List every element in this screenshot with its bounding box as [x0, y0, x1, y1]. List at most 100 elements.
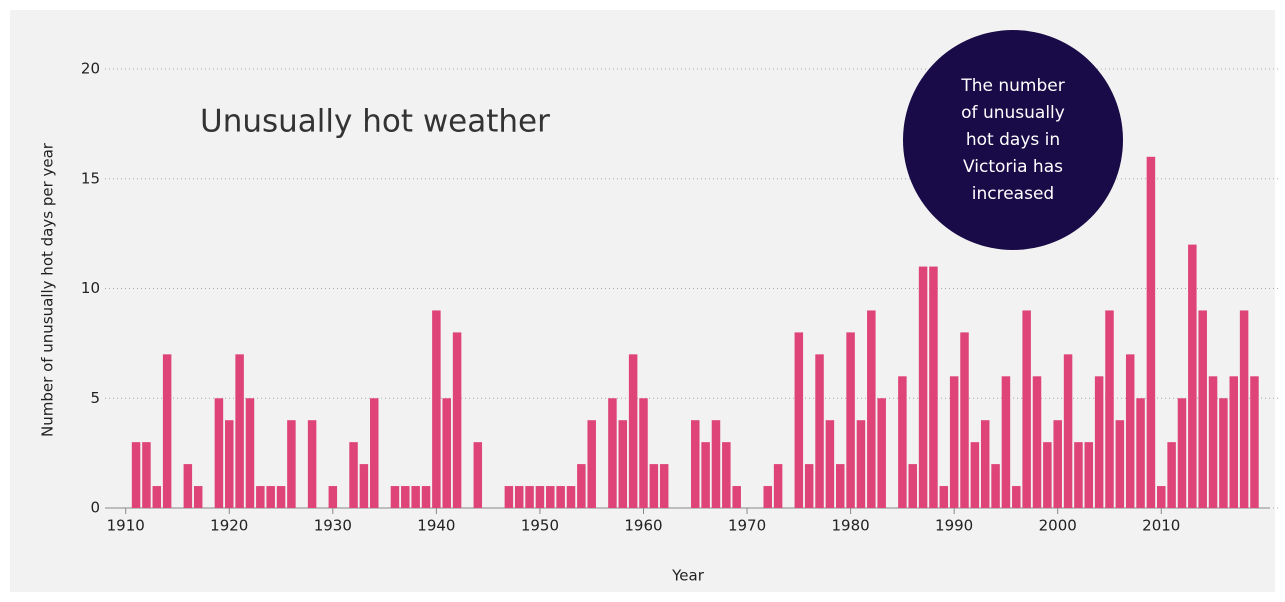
bar — [546, 486, 555, 508]
y-tick-label: 15 — [81, 169, 100, 187]
bar — [877, 398, 886, 508]
bar — [131, 442, 141, 508]
x-tick-label: 1980 — [832, 517, 870, 535]
bar — [1105, 310, 1114, 508]
x-tick-label: 1940 — [417, 517, 455, 535]
bar — [1188, 244, 1197, 508]
annotation-text: increased — [972, 184, 1054, 204]
bar — [1219, 398, 1228, 508]
bar — [1074, 442, 1083, 508]
bar — [898, 376, 907, 508]
bar — [711, 420, 721, 508]
bar — [193, 486, 203, 508]
bar — [328, 486, 338, 508]
y-tick-label: 20 — [81, 60, 100, 78]
bar — [421, 486, 431, 508]
bar — [628, 354, 638, 508]
bar — [556, 486, 565, 508]
bar — [1177, 398, 1187, 508]
x-tick-label: 1950 — [521, 517, 559, 535]
bar — [825, 420, 835, 508]
chart-title: Unusually hot weather — [200, 104, 550, 140]
x-tick-label: 1990 — [935, 517, 973, 535]
x-tick-label: 1960 — [624, 517, 662, 535]
bar — [991, 464, 1000, 508]
bar — [639, 398, 648, 508]
bar — [142, 442, 151, 508]
bar — [442, 398, 451, 508]
bar — [256, 486, 265, 508]
bar — [1063, 354, 1073, 508]
bar — [835, 464, 845, 508]
bar — [649, 464, 659, 508]
bar — [162, 354, 172, 508]
bar — [1012, 486, 1021, 508]
bar — [722, 442, 731, 508]
bar — [235, 354, 244, 508]
bar — [432, 310, 441, 508]
bar — [763, 486, 773, 508]
bar — [960, 332, 969, 508]
bar — [1229, 376, 1239, 508]
bar — [1022, 310, 1031, 508]
bar — [846, 332, 855, 508]
bar — [183, 464, 193, 508]
bar — [359, 464, 369, 508]
bar — [1032, 376, 1042, 508]
bar — [659, 464, 669, 508]
bar — [1043, 442, 1052, 508]
bar — [452, 332, 462, 508]
bar — [1001, 376, 1011, 508]
bar — [1167, 442, 1176, 508]
annotation-text: of unusually — [961, 103, 1065, 123]
bar — [525, 486, 534, 508]
x-axis-label: Year — [671, 567, 705, 585]
bar — [1239, 310, 1249, 508]
bar — [535, 486, 545, 508]
bar — [1157, 486, 1166, 508]
bar — [276, 486, 286, 508]
y-tick-label: 0 — [90, 499, 100, 517]
bar — [307, 420, 317, 508]
bar — [566, 486, 576, 508]
bar — [1198, 310, 1207, 508]
y-tick-label: 5 — [90, 389, 100, 407]
bar — [1146, 156, 1156, 509]
bar — [587, 420, 596, 508]
bar — [815, 354, 824, 508]
bar — [152, 486, 162, 508]
x-tick-label: 2000 — [1039, 517, 1077, 535]
x-tick-label: 1970 — [728, 517, 766, 535]
bar — [473, 442, 483, 508]
bar — [970, 442, 980, 508]
bar — [939, 486, 949, 508]
x-tick-label: 1920 — [210, 517, 248, 535]
bar — [504, 486, 514, 508]
bar — [794, 332, 804, 508]
bar — [732, 486, 741, 508]
bar — [225, 420, 234, 508]
bar — [577, 464, 586, 508]
annotation-text: The number — [960, 76, 1064, 96]
annotation-text: Victoria has — [963, 157, 1063, 177]
bar — [390, 486, 400, 508]
bar — [1208, 376, 1218, 508]
x-tick-label: 1930 — [314, 517, 352, 535]
bar — [1125, 354, 1135, 508]
bar — [804, 464, 814, 508]
bar — [618, 420, 628, 508]
annotation-bubble — [903, 30, 1123, 250]
bar — [701, 442, 710, 508]
bar — [929, 266, 938, 508]
annotation-text: hot days in — [966, 130, 1060, 150]
bar — [514, 486, 524, 508]
bar — [266, 486, 275, 508]
x-tick-label: 2010 — [1142, 517, 1180, 535]
bar — [214, 398, 224, 508]
bar — [908, 464, 917, 508]
bar — [287, 420, 296, 508]
bar — [245, 398, 255, 508]
bar — [773, 464, 783, 508]
bar — [980, 420, 990, 508]
